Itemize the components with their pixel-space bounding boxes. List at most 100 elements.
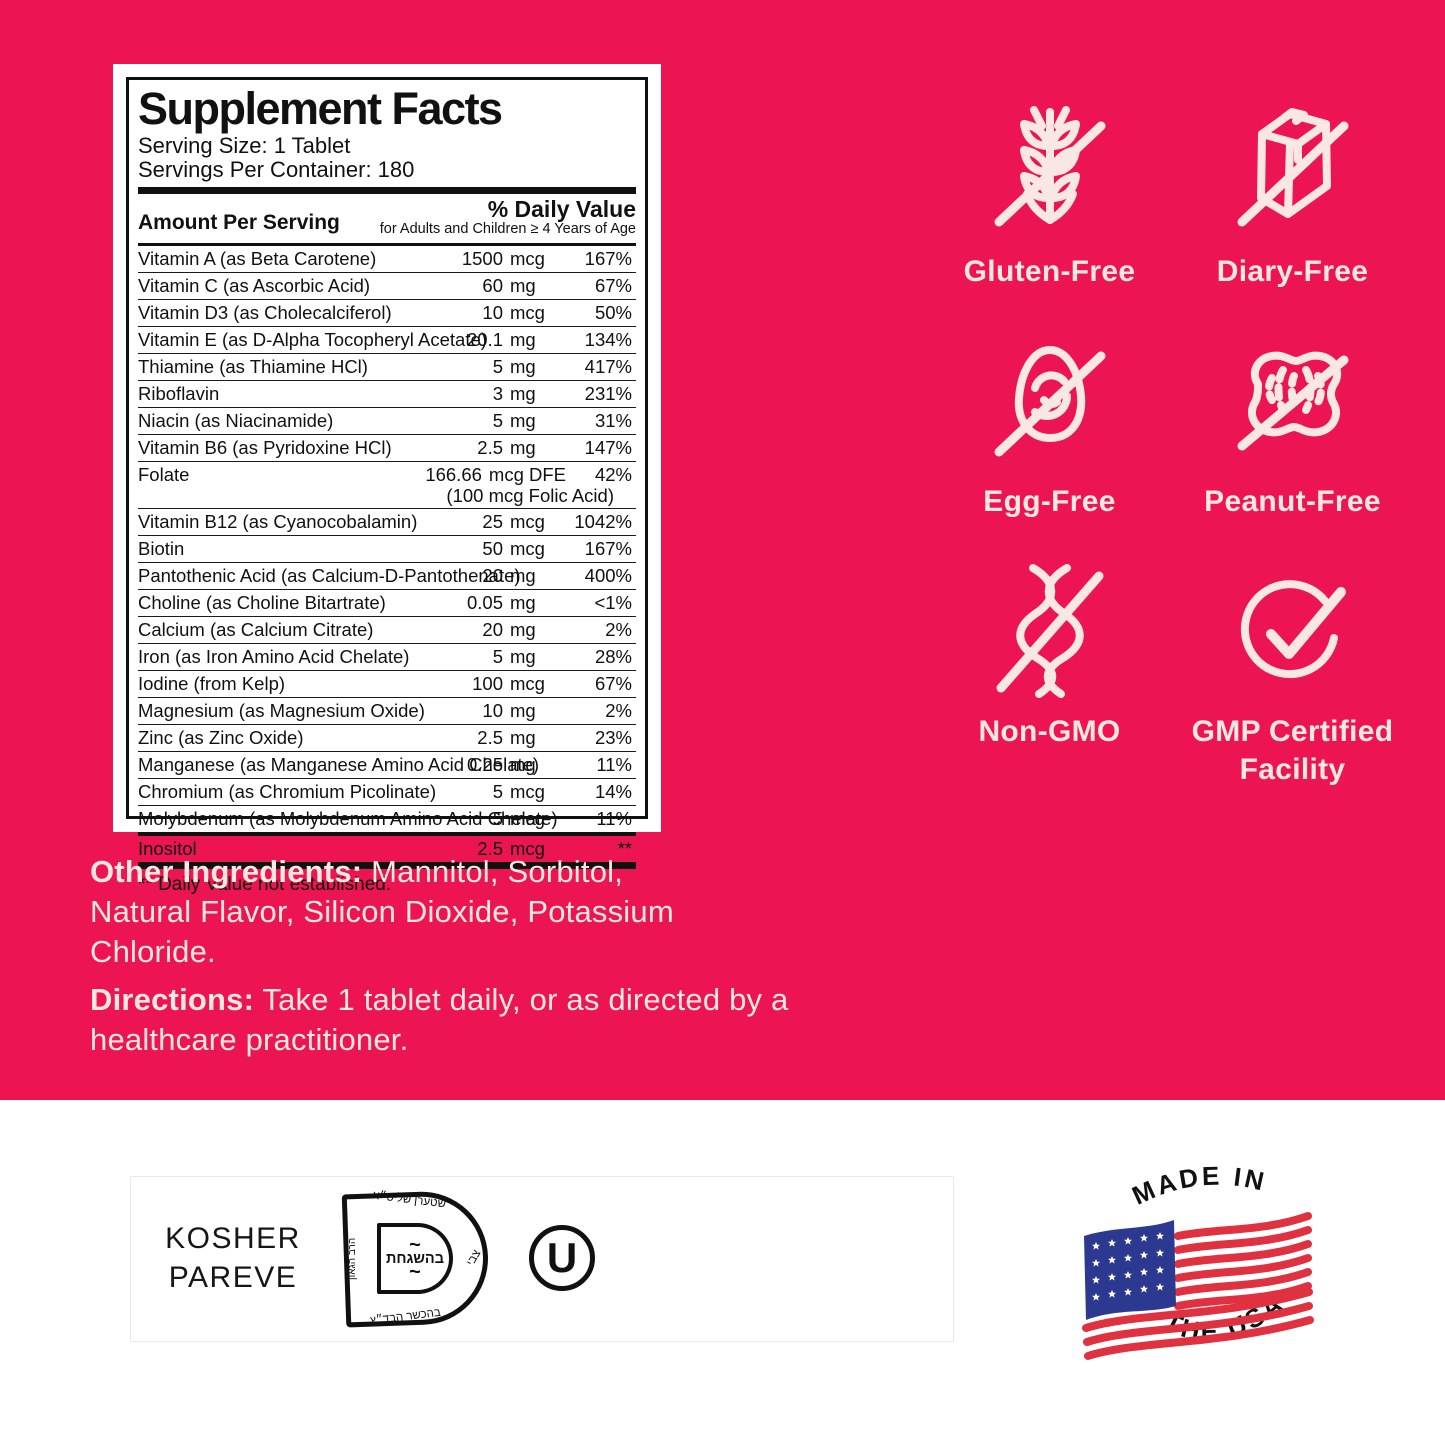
nutrient-amount: 60	[482, 275, 503, 296]
nutrient-name: Calcium (as Calcium Citrate)	[138, 619, 374, 640]
orthodox-union-symbol: U	[529, 1225, 595, 1291]
tilde-bottom: ~	[409, 1260, 421, 1283]
nutrient-daily-value: 400%	[584, 565, 632, 586]
nutrient-unit: mg	[510, 329, 536, 350]
kosher-d-symbol: שטערן שליט״א צבי הרב הגאון בהכשר הבד״ץ ~…	[341, 1189, 491, 1328]
nutrient-name: Inositol	[138, 838, 197, 859]
nutrient-row: Vitamin E (as D-Alpha Tocopheryl Acetate…	[138, 326, 636, 353]
flag-canton	[1084, 1220, 1176, 1320]
daily-value-note: for Adults and Children ≥ 4 Years of Age	[379, 221, 636, 237]
nutrient-name: Vitamin A (as Beta Carotene)	[138, 248, 377, 269]
nutrient-amount: 2.5	[477, 727, 503, 748]
nutrient-name: Molybdenum (as Molybdenum Amino Acid Che…	[138, 808, 558, 829]
nutrient-row: Folate 166.66 mcg DFE 42% (100 mcg Folic…	[138, 461, 636, 508]
nutrient-amount: 5	[492, 410, 503, 431]
thick-divider-bar	[138, 187, 636, 194]
nutrient-unit: mcg DFE	[488, 464, 566, 485]
nutrient-note: (100 mcg Folic Acid)	[446, 485, 614, 506]
directions-text: Take 1 tablet daily, or as directed by a…	[90, 982, 789, 1057]
facts-header-row: Amount Per Serving % Daily Value for Adu…	[138, 194, 636, 246]
nutrient-name: Pantothenic Acid (as Calcium-D-Pantothen…	[138, 565, 521, 586]
nutrient-row: Pantothenic Acid (as Calcium-D-Pantothen…	[138, 562, 636, 589]
nutrient-daily-value: 28%	[594, 646, 632, 667]
nutrient-unit: mg	[510, 592, 536, 613]
nutrient-amount: 5	[492, 356, 503, 377]
nutrient-row: Inositol 2.5 mcg **	[138, 832, 636, 862]
nutrient-name: Iodine (from Kelp)	[138, 673, 286, 694]
nutrient-amount: 1500	[461, 248, 503, 269]
nutrient-name: Vitamin B12 (as Cyanocobalamin)	[138, 511, 418, 532]
nutrient-name: Magnesium (as Magnesium Oxide)	[138, 700, 425, 721]
nutrient-row: Biotin 50 mcg 167%	[138, 535, 636, 562]
nutrient-name: Biotin	[138, 538, 185, 559]
nutrient-daily-value: 167%	[584, 538, 632, 559]
usa-flag-icon: MADE IN THE USA	[1082, 1160, 1314, 1360]
nutrient-row: Molybdenum (as Molybdenum Amino Acid Che…	[138, 805, 636, 832]
nutrient-amount: 5	[492, 646, 503, 667]
nutrient-row: Thiamine (as Thiamine HCl) 5 mg 417%	[138, 353, 636, 380]
kosher-word: KOSHER	[165, 1222, 301, 1255]
other-ingredients-text: Mannitol, Sorbitol, Natural Flavor, Sili…	[90, 854, 674, 969]
badge-label-line1: GMP Certified	[1191, 715, 1394, 748]
nutrient-row: Vitamin B12 (as Cyanocobalamin) 25 mcg 1…	[138, 508, 636, 535]
nutrient-daily-value: 14%	[594, 781, 632, 802]
nutrient-name: Niacin (as Niacinamide)	[138, 410, 334, 431]
nutrient-amount: 20.1	[466, 329, 503, 350]
badge-label-line2: Facility	[1239, 753, 1346, 786]
nutrient-daily-value: 231%	[584, 383, 632, 404]
badge-label: Peanut-Free	[1204, 485, 1381, 518]
nutrient-name: Vitamin C (as Ascorbic Acid)	[138, 275, 371, 296]
milk-carton-crossed-icon	[1237, 108, 1348, 227]
kosher-pareve-text: KOSHER PAREVE	[133, 1219, 333, 1297]
supplement-facts-panel: Supplement Facts Serving Size: 1 Tablet …	[113, 64, 661, 895]
daily-value-title: % Daily Value	[487, 196, 636, 222]
serving-size-line: Serving Size: 1 Tablet	[138, 133, 351, 158]
nutrient-amount: 3	[492, 383, 503, 404]
check-circle-icon	[1240, 580, 1346, 679]
nutrient-unit: mg	[510, 275, 536, 296]
nutrient-daily-value: 67%	[594, 673, 632, 694]
nutrient-amount: 20	[482, 619, 503, 640]
made-in-usa-stamp: MADE IN THE USA	[1050, 1140, 1350, 1370]
nutrient-daily-value: 50%	[594, 302, 632, 323]
egg-crossed-icon	[994, 346, 1105, 457]
nutrient-row: Zinc (as Zinc Oxide) 2.5 mg 23%	[138, 724, 636, 751]
nutrient-amount: 5	[492, 808, 503, 829]
nutrient-name: Vitamin B6 (as Pyridoxine HCl)	[138, 437, 392, 458]
badge-label: Non-GMO	[978, 715, 1121, 748]
nutrient-daily-value: 417%	[584, 356, 632, 377]
nutrient-name: Choline (as Choline Bitartrate)	[138, 592, 386, 613]
badge-egg-free: Egg-Free	[928, 324, 1171, 554]
nutrient-daily-value: 134%	[584, 329, 632, 350]
nutrient-unit: mg	[510, 754, 536, 775]
servings-per-container-line: Servings Per Container: 180	[138, 157, 415, 182]
amount-per-serving-header: Amount Per Serving	[138, 211, 340, 234]
nutrient-daily-value: 11%	[596, 754, 632, 775]
nutrient-unit: mcg	[510, 781, 545, 802]
other-ingredients-label: Other Ingredients:	[90, 854, 363, 889]
nutrient-daily-value: 31%	[594, 410, 632, 431]
nutrient-unit: mg	[510, 356, 536, 377]
nutrient-unit: mcg	[510, 808, 545, 829]
nutrient-daily-value: 2%	[605, 619, 632, 640]
nutrient-unit: mcg	[510, 248, 545, 269]
nutrient-row: Vitamin D3 (as Cholecalciferol) 10 mcg 5…	[138, 299, 636, 326]
nutrient-unit: mg	[510, 619, 536, 640]
nutrient-row: Manganese (as Manganese Amino Acid Chela…	[138, 751, 636, 778]
nutrient-name: Zinc (as Zinc Oxide)	[138, 727, 304, 748]
tilde-top: ~	[409, 1233, 421, 1256]
nutrient-row: Vitamin B6 (as Pyridoxine HCl) 2.5 mg 14…	[138, 434, 636, 461]
nutrient-amount: 2.5	[477, 437, 503, 458]
nutrient-name: Vitamin E (as D-Alpha Tocopheryl Acetate…	[138, 329, 487, 350]
dna-crossed-icon	[996, 564, 1103, 698]
nutrient-amount: 10	[482, 302, 503, 323]
badge-label: Gluten-Free	[963, 255, 1136, 288]
nutrient-daily-value: **	[617, 838, 632, 859]
nutrient-row: Iron (as Iron Amino Acid Chelate) 5 mg 2…	[138, 643, 636, 670]
nutrient-name: Riboflavin	[138, 383, 220, 404]
nutrient-name: Manganese (as Manganese Amino Acid Chela…	[138, 754, 540, 775]
nutrient-amount: 2.5	[477, 838, 503, 859]
nutrient-amount: 50	[482, 538, 503, 559]
kosher-d-inner: ~ בהשגחת ~	[377, 1223, 453, 1294]
nutrient-daily-value: <1%	[594, 592, 632, 613]
